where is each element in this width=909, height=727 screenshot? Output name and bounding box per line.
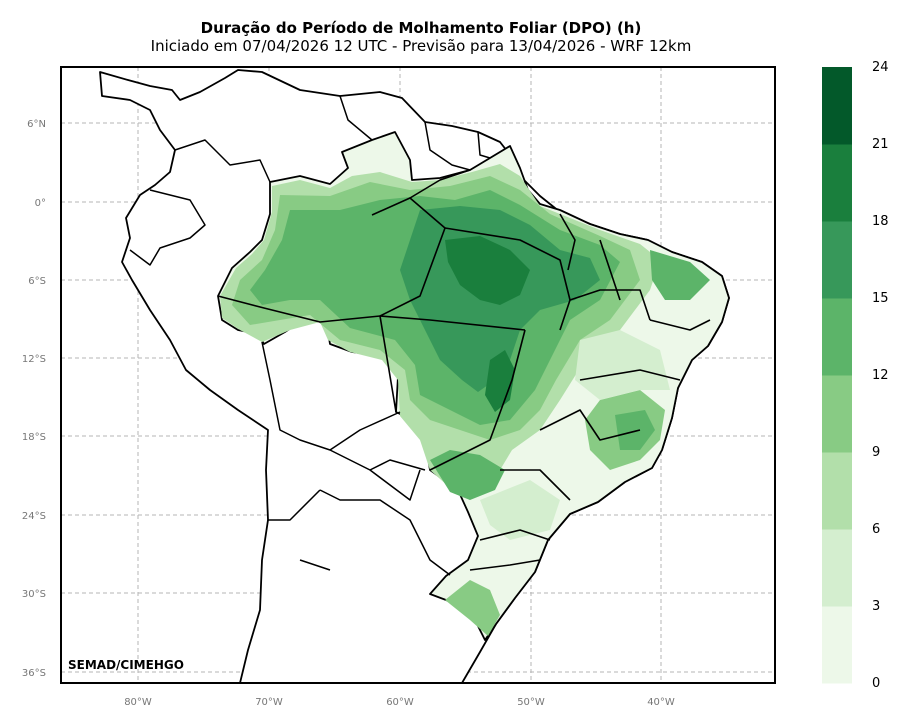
colorbar: 0 3 6 9 12 15 18 21 24 — [822, 60, 889, 691]
colorbar-tick-label: 24 — [872, 60, 889, 75]
colorbar-segment — [822, 67, 852, 145]
lon-label: 40°W — [647, 697, 675, 708]
lat-label: 6°N — [27, 119, 46, 130]
lat-label: 36°S — [22, 668, 46, 679]
lat-label: 30°S — [22, 589, 46, 600]
colorbar-tick-label: 3 — [872, 599, 880, 614]
latitude-labels: 6°N 0° 6°S 12°S 18°S 24°S 30°S 36°S — [22, 119, 46, 679]
lat-label: 18°S — [22, 432, 46, 443]
colorbar-tick-label: 12 — [872, 368, 889, 383]
colorbar-tick-label: 21 — [872, 137, 889, 152]
lat-label: 12°S — [22, 354, 46, 365]
colorbar-segment — [822, 452, 852, 530]
colorbar-tick-label: 18 — [872, 214, 889, 229]
dpo-shading — [220, 164, 710, 636]
colorbar-tick-label: 15 — [872, 291, 889, 306]
colorbar-segment — [822, 606, 852, 684]
colorbar-tick-label: 6 — [872, 522, 880, 537]
country-borders — [129, 95, 491, 576]
colorbar-segment — [822, 375, 852, 453]
state-borders — [217, 169, 711, 571]
lon-label: 50°W — [517, 697, 545, 708]
lon-label: 70°W — [255, 697, 283, 708]
colorbar-tick-label: 0 — [872, 676, 880, 691]
lat-label: 0° — [35, 198, 46, 209]
lat-label: 6°S — [28, 276, 46, 287]
colorbar-segment — [822, 529, 852, 607]
colorbar-segment — [822, 298, 852, 376]
map-frame — [60, 66, 776, 684]
lat-label: 24°S — [22, 511, 46, 522]
colorbar-tick-label: 9 — [872, 445, 880, 460]
map-subtitle: Iniciado em 07/04/2026 12 UTC - Previsão… — [150, 37, 692, 55]
lon-label: 80°W — [124, 697, 152, 708]
lon-label: 60°W — [386, 697, 414, 708]
longitude-labels: 80°W 70°W 60°W 50°W 40°W — [124, 697, 675, 708]
colorbar-segment — [822, 144, 852, 222]
map-title: Duração do Período de Molhamento Foliar … — [200, 19, 642, 37]
credit-label: SEMAD/CIMEHGO — [68, 658, 184, 672]
colorbar-segment — [822, 221, 852, 299]
